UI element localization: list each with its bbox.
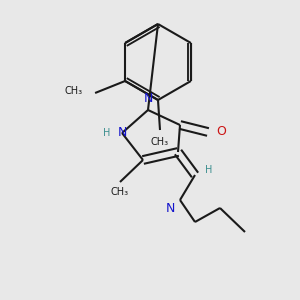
Text: N: N (143, 92, 153, 106)
Text: CH₃: CH₃ (65, 86, 83, 96)
Text: H: H (205, 165, 213, 175)
Text: CH₃: CH₃ (151, 137, 169, 147)
Text: N: N (165, 202, 175, 214)
Text: O: O (216, 125, 226, 139)
Text: N: N (117, 127, 127, 140)
Text: H: H (103, 128, 111, 138)
Text: CH₃: CH₃ (111, 187, 129, 197)
